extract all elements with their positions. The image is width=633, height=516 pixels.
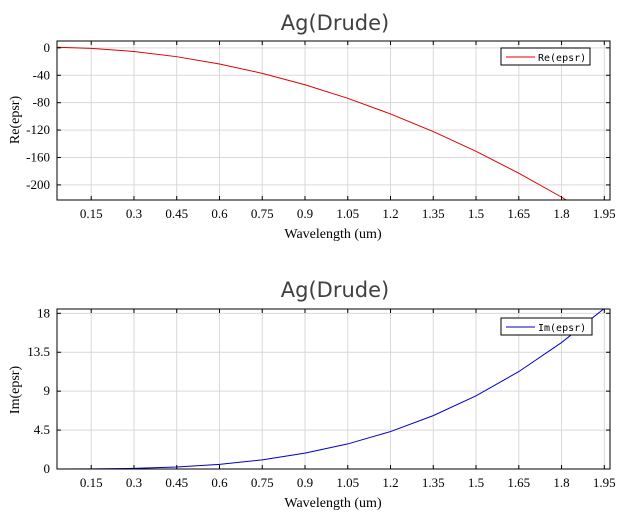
x-tick-label: 1.35 bbox=[422, 206, 445, 221]
x-tick-label: 0.45 bbox=[165, 206, 188, 221]
series-line-reepsr bbox=[57, 46, 568, 200]
ticks-re: 0.15 0.3 0.45 0.6 0.75 0.9 1.05 1.2 1.35 1.5 1.65 1… bbox=[26, 40, 616, 221]
x-tick-label: 0.6 bbox=[211, 475, 228, 490]
y-tick-label: -80 bbox=[33, 95, 50, 110]
y-tick-label: -200 bbox=[26, 177, 50, 192]
legend-re: Re(epsr) bbox=[500, 47, 591, 66]
y-tick-label: 9 bbox=[44, 383, 51, 398]
x-axis-label-re: Wavelength (um) bbox=[284, 227, 382, 242]
x-tick-label: 1.5 bbox=[468, 475, 484, 490]
y-tick-label: -40 bbox=[33, 67, 50, 82]
y-axis-label-re: Re(epsr) bbox=[8, 96, 23, 145]
series-im bbox=[57, 309, 605, 469]
y-tick-label: -160 bbox=[26, 150, 50, 165]
y-tick-label: 18 bbox=[37, 305, 50, 320]
y-tick-label: 0 bbox=[44, 461, 51, 476]
x-tick-label: 0.75 bbox=[251, 206, 274, 221]
legend-label-im: Im(epsr) bbox=[538, 323, 586, 334]
grid-im bbox=[57, 309, 610, 470]
x-tick-label: 0.15 bbox=[80, 475, 103, 490]
ticks-im: 0.15 0.3 0.45 0.6 0.75 0.9 1.05 1.2 1.35 1.5 1.65 1… bbox=[27, 305, 615, 490]
x-tick-label: 0.75 bbox=[251, 475, 274, 490]
x-tick-label: 0.15 bbox=[80, 206, 103, 221]
x-tick-label: 1.95 bbox=[593, 206, 616, 221]
plot-frame-im bbox=[56, 308, 611, 470]
plot-re: Ag(Drude) 0.15 0.3 0.45 0.6 0.75 0.9 1.05 1.2 1.… bbox=[8, 11, 616, 242]
x-axis-label-im: Wavelength (um) bbox=[284, 496, 382, 511]
x-tick-label: 0.3 bbox=[126, 206, 142, 221]
y-tick-label: 13.5 bbox=[27, 344, 50, 359]
series-re bbox=[57, 46, 568, 200]
x-tick-label: 1.8 bbox=[553, 475, 569, 490]
chart-title-im: Ag(Drude) bbox=[281, 278, 389, 302]
y-tick-label: 0 bbox=[44, 40, 51, 55]
legend-box-re bbox=[500, 47, 591, 66]
legend-box-im bbox=[500, 317, 593, 336]
x-tick-label: 0.9 bbox=[297, 206, 313, 221]
series-line-imepsr bbox=[57, 309, 605, 469]
x-tick-label: 0.6 bbox=[211, 206, 228, 221]
x-tick-label: 1.95 bbox=[593, 475, 616, 490]
x-tick-label: 1.5 bbox=[468, 206, 484, 221]
chart-title-re: Ag(Drude) bbox=[281, 11, 389, 35]
x-tick-label: 1.35 bbox=[422, 475, 445, 490]
x-tick-label: 1.05 bbox=[336, 475, 359, 490]
x-tick-label: 1.2 bbox=[382, 475, 398, 490]
legend-im: Im(epsr) bbox=[500, 317, 593, 336]
x-tick-label: 0.9 bbox=[297, 475, 313, 490]
y-tick-label: -120 bbox=[26, 122, 50, 137]
x-tick-label: 1.05 bbox=[336, 206, 359, 221]
x-tick-label: 0.3 bbox=[126, 475, 142, 490]
y-tick-label: 4.5 bbox=[34, 422, 50, 437]
x-tick-label: 0.45 bbox=[165, 475, 188, 490]
x-tick-label: 1.65 bbox=[507, 206, 530, 221]
plot-frame-re bbox=[56, 40, 611, 201]
x-tick-label: 1.8 bbox=[553, 206, 569, 221]
x-tick-label: 1.65 bbox=[507, 475, 530, 490]
x-tick-label: 1.2 bbox=[382, 206, 398, 221]
plot-im: Ag(Drude) 0.15 0.3 0.45 0.6 0.75 0.9 1.05 1.2 1.… bbox=[8, 278, 616, 511]
y-axis-label-im: Im(epsr) bbox=[8, 366, 23, 415]
legend-label-re: Re(epsr) bbox=[538, 53, 586, 64]
